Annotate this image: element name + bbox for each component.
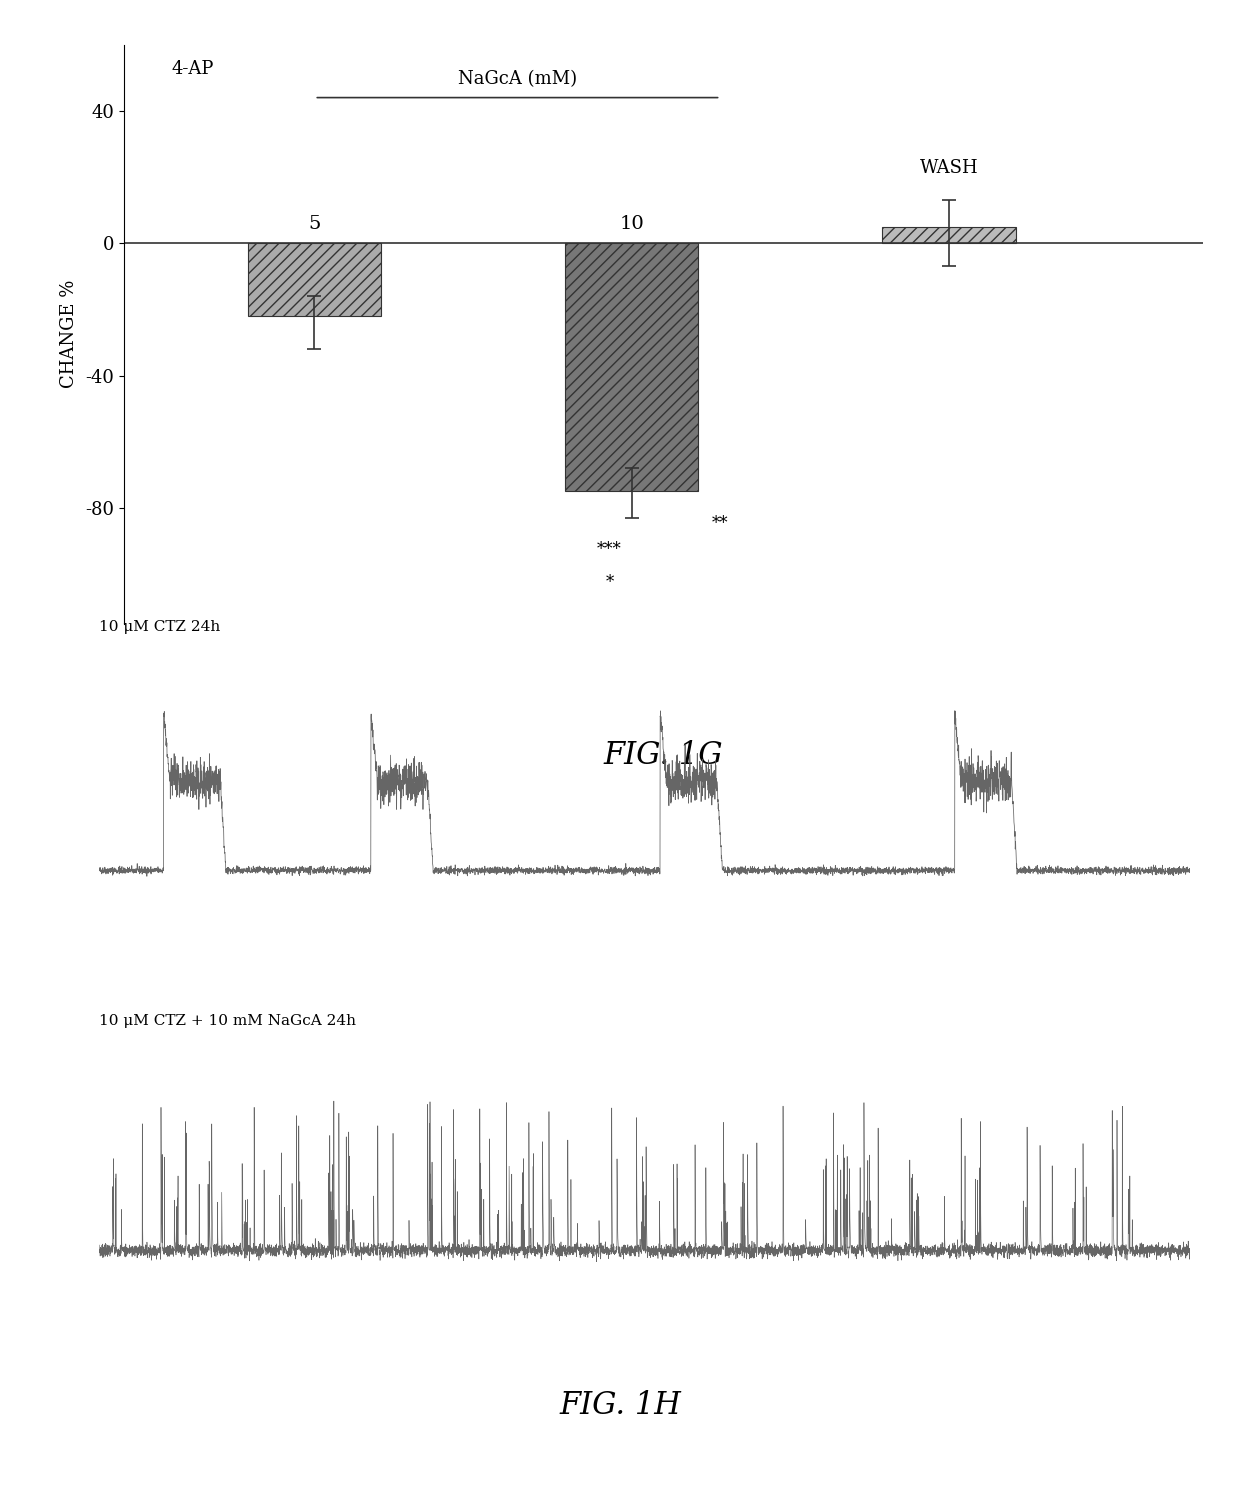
- Text: ***: ***: [598, 542, 621, 558]
- Bar: [883, 226, 1016, 243]
- Text: 10: 10: [619, 216, 644, 234]
- Text: 5: 5: [309, 216, 321, 234]
- Bar: [565, 243, 698, 491]
- Y-axis label: CHANGE %: CHANGE %: [61, 280, 78, 388]
- Text: 10 μM CTZ 24h: 10 μM CTZ 24h: [99, 620, 221, 634]
- Text: NaGcA (mM): NaGcA (mM): [458, 70, 577, 88]
- Text: **: **: [712, 515, 729, 531]
- Text: 10 μM CTZ + 10 mM NaGcA 24h: 10 μM CTZ + 10 mM NaGcA 24h: [99, 1013, 356, 1028]
- Bar: [248, 243, 381, 315]
- Text: FIG. 1G: FIG. 1G: [604, 740, 723, 771]
- Text: FIG. 1H: FIG. 1H: [559, 1390, 681, 1421]
- Text: 4-AP: 4-AP: [171, 60, 215, 77]
- Text: *: *: [605, 574, 614, 591]
- Text: WASH: WASH: [920, 159, 978, 177]
